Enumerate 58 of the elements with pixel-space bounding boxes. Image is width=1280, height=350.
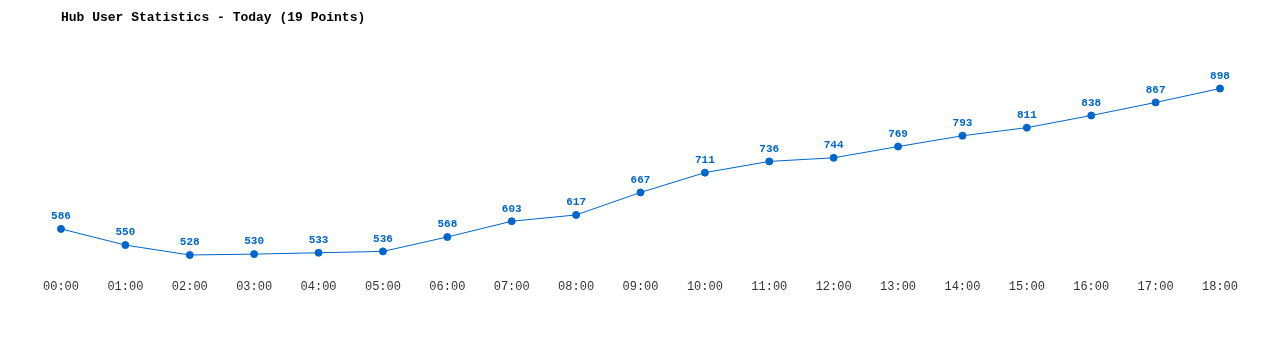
x-tick-label: 18:00 bbox=[1201, 279, 1239, 294]
chart-title: Hub User Statistics - Today (19 Points) bbox=[61, 10, 366, 26]
point bbox=[636, 188, 645, 197]
point bbox=[572, 210, 581, 219]
data-label: 568 bbox=[437, 218, 458, 231]
point bbox=[121, 241, 130, 250]
data-label: 603 bbox=[501, 202, 523, 215]
x-tick-label: 14:00 bbox=[944, 279, 981, 294]
x-tick-label: 11:00 bbox=[751, 279, 788, 294]
point bbox=[1022, 123, 1031, 132]
x-tick-label: 02:00 bbox=[171, 279, 208, 294]
point bbox=[185, 251, 194, 259]
data-label: 617 bbox=[566, 196, 587, 209]
x-tick-label: 05:00 bbox=[364, 279, 401, 294]
data-label: 811 bbox=[1016, 108, 1038, 121]
data-label: 528 bbox=[179, 236, 201, 249]
data-label: 533 bbox=[308, 234, 329, 247]
data-label: 736 bbox=[759, 142, 780, 155]
data-label: 838 bbox=[1081, 96, 1102, 109]
data-label: 550 bbox=[115, 226, 136, 239]
point bbox=[894, 142, 903, 151]
data-label: 769 bbox=[888, 127, 908, 140]
point bbox=[250, 250, 259, 259]
data-label: 744 bbox=[823, 139, 844, 152]
point bbox=[1087, 111, 1096, 120]
point bbox=[378, 247, 387, 256]
point bbox=[443, 233, 452, 241]
x-tick-label: 16:00 bbox=[1073, 279, 1110, 294]
x-tick-label: 08:00 bbox=[558, 279, 595, 294]
point bbox=[1216, 84, 1224, 93]
point bbox=[829, 153, 838, 162]
x-tick-label: 04:00 bbox=[300, 279, 337, 294]
x-tick-label: 06:00 bbox=[429, 279, 466, 294]
x-tick-label: 17:00 bbox=[1137, 279, 1174, 294]
point bbox=[700, 168, 709, 177]
point bbox=[314, 248, 323, 257]
data-label: 867 bbox=[1145, 83, 1166, 96]
x-tick-label: 12:00 bbox=[815, 279, 852, 294]
x-tick-label: 10:00 bbox=[686, 279, 723, 294]
data-label: 536 bbox=[373, 232, 393, 245]
point bbox=[765, 157, 774, 166]
x-tick-label: 03:00 bbox=[236, 279, 273, 294]
data-label: 898 bbox=[1210, 69, 1231, 82]
data-label: 530 bbox=[244, 235, 265, 248]
point bbox=[958, 131, 967, 140]
data-label: 667 bbox=[630, 173, 651, 186]
x-tick-label: 15:00 bbox=[1008, 279, 1045, 294]
x-tick-label: 09:00 bbox=[622, 279, 659, 294]
point bbox=[57, 224, 65, 233]
x-tick-label: 00:00 bbox=[42, 279, 80, 294]
x-tick-label: 13:00 bbox=[880, 279, 917, 294]
point bbox=[507, 217, 516, 226]
point bbox=[1151, 98, 1160, 107]
data-label: 793 bbox=[952, 117, 973, 130]
x-tick-label: 07:00 bbox=[493, 279, 530, 294]
x-tick-label: 01:00 bbox=[107, 279, 144, 294]
data-label: 711 bbox=[694, 153, 716, 166]
data-label: 586 bbox=[51, 210, 71, 223]
